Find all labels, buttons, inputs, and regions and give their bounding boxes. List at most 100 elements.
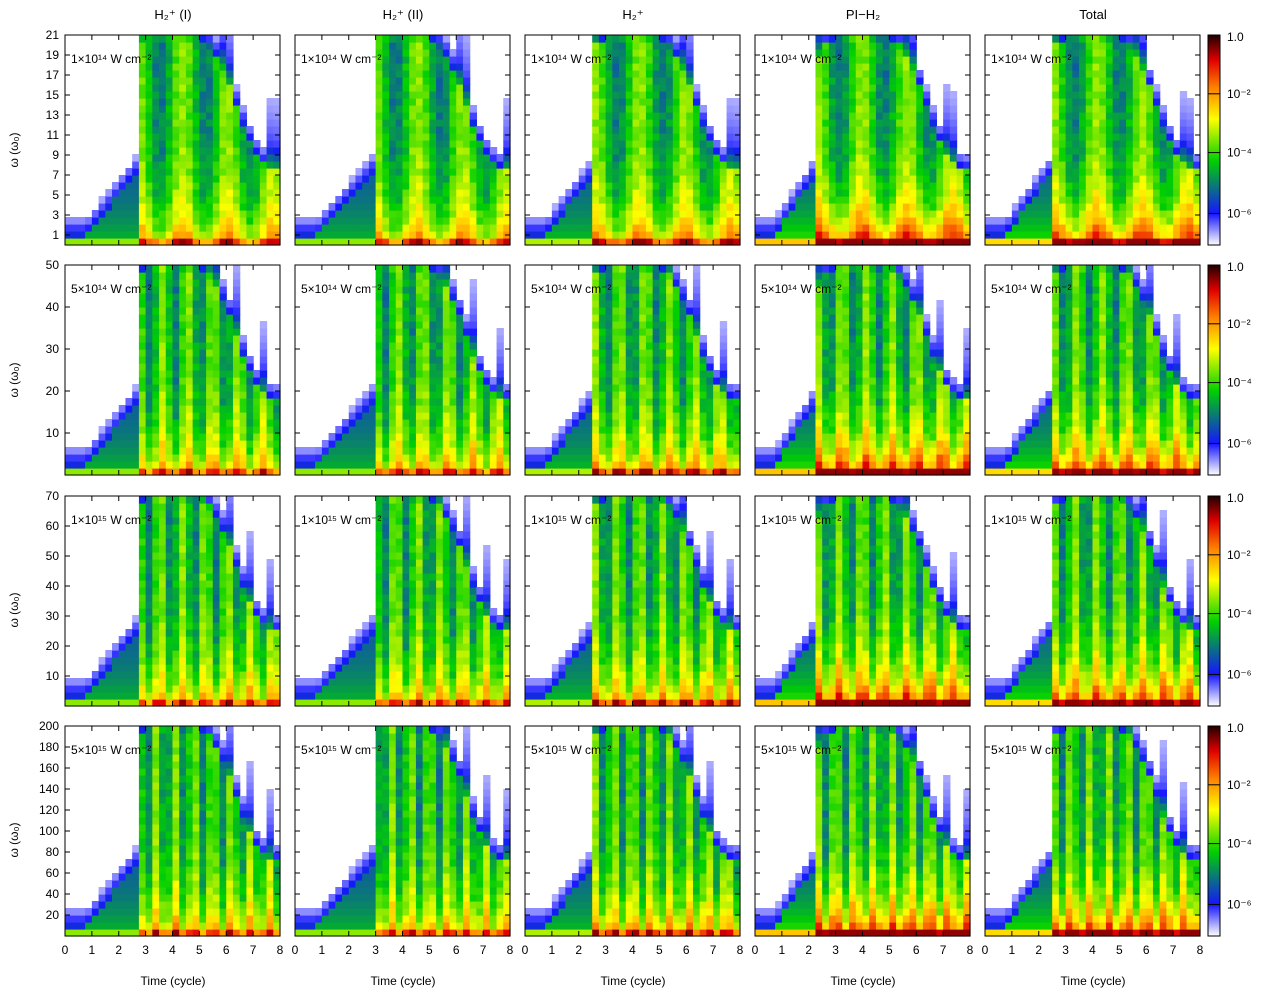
heatmap-cell [896, 224, 904, 232]
heatmap-cell [422, 440, 430, 448]
heatmap-cell [409, 412, 417, 420]
heatmap-cell [239, 217, 248, 225]
heatmap-cell [842, 49, 850, 57]
heatmap-cell [389, 307, 397, 315]
heatmap-cell [362, 454, 370, 462]
heatmap-cell [1193, 224, 1201, 232]
heatmap-cell [436, 189, 444, 197]
heatmap-cell [726, 217, 734, 225]
heatmap-cell [686, 63, 694, 71]
heatmap-cell [605, 405, 613, 413]
heatmap-cell [308, 238, 316, 246]
heatmap-cell [1065, 56, 1073, 64]
heatmap-cell [531, 231, 540, 239]
heatmap-cell [185, 154, 194, 162]
heatmap-cell [598, 433, 607, 441]
heatmap-cell [1065, 35, 1073, 43]
heatmap-cell [625, 70, 634, 78]
heatmap-cell [849, 154, 857, 162]
heatmap-cell [679, 224, 687, 232]
heatmap-cell [625, 314, 634, 322]
heatmap-cell [909, 77, 917, 85]
heatmap-cell [686, 98, 694, 106]
heatmap-cell [348, 196, 357, 204]
heatmap-cell [152, 363, 160, 371]
heatmap-cell [909, 105, 917, 113]
heatmap-cell [348, 412, 357, 420]
heatmap-cell [165, 175, 174, 183]
heatmap-cell [199, 56, 207, 64]
heatmap-cell [699, 210, 708, 218]
heatmap-cell [415, 217, 424, 225]
heatmap-cell [246, 433, 254, 441]
heatmap-cell [273, 440, 281, 448]
heatmap-cell [625, 56, 634, 64]
heatmap-cell [1159, 168, 1168, 176]
heatmap-cell [882, 70, 890, 78]
heatmap-cell [165, 84, 174, 92]
heatmap-cell [719, 175, 728, 183]
heatmap-cell [389, 91, 397, 99]
heatmap-cell [963, 217, 971, 225]
heatmap-cell [199, 91, 207, 99]
heatmap-cell [335, 217, 343, 225]
heatmap-cell [409, 189, 417, 197]
heatmap-cell [415, 272, 424, 280]
heatmap-cell [395, 231, 404, 239]
heatmap-cell [592, 356, 600, 364]
heatmap-cell [328, 217, 336, 225]
heatmap-cell [382, 105, 390, 113]
heatmap-cell [645, 133, 654, 141]
heatmap-cell [442, 189, 451, 197]
heatmap-cell [889, 168, 897, 176]
heatmap-cell [165, 370, 174, 378]
heatmap-cell [632, 391, 640, 399]
heatmap-cell [619, 419, 627, 427]
heatmap-cell [409, 161, 417, 169]
heatmap-cell [1058, 126, 1067, 134]
heatmap-cell [489, 440, 498, 448]
heatmap-cell [538, 217, 546, 225]
heatmap-cell [545, 224, 553, 232]
heatmap-cell [666, 154, 674, 162]
heatmap-cell [1139, 49, 1147, 57]
heatmap-cell [232, 140, 241, 148]
heatmap-cell [375, 391, 383, 399]
heatmap-cell [395, 447, 404, 455]
heatmap-cell [273, 468, 281, 476]
heatmap-cell [896, 98, 904, 106]
heatmap-cell [232, 265, 241, 273]
heatmap-cell [949, 203, 958, 211]
heatmap-cell [672, 196, 681, 204]
heatmap-cell [138, 265, 147, 273]
heatmap-cell [152, 49, 160, 57]
heatmap-cell [1186, 168, 1194, 176]
heatmap-cell [1085, 56, 1094, 64]
heatmap-cell [232, 363, 241, 371]
heatmap-cell [1065, 203, 1073, 211]
heatmap-cell [956, 217, 964, 225]
heatmap-cell [402, 412, 410, 420]
heatmap-cell [246, 412, 254, 420]
heatmap-cell [389, 161, 397, 169]
heatmap-cell [1179, 217, 1188, 225]
heatmap-cell [985, 238, 993, 246]
heatmap-cell [1193, 168, 1201, 176]
heatmap-cell [442, 335, 451, 343]
heatmap-cell [246, 384, 254, 392]
heatmap-cell [686, 175, 694, 183]
heatmap-cell [902, 224, 911, 232]
heatmap-cell [449, 203, 457, 211]
heatmap-cell [78, 238, 86, 246]
heatmap-cell [395, 140, 404, 148]
heatmap-cell [355, 454, 363, 462]
heatmap-cell [612, 42, 620, 50]
heatmap-cell [226, 307, 234, 315]
heatmap-cell [496, 461, 504, 469]
heatmap-cell [145, 307, 153, 315]
heatmap-cell [1052, 35, 1060, 43]
heatmap-cell [619, 433, 627, 441]
heatmap-cell [159, 42, 167, 50]
heatmap-cell [896, 168, 904, 176]
heatmap-cell [605, 419, 613, 427]
